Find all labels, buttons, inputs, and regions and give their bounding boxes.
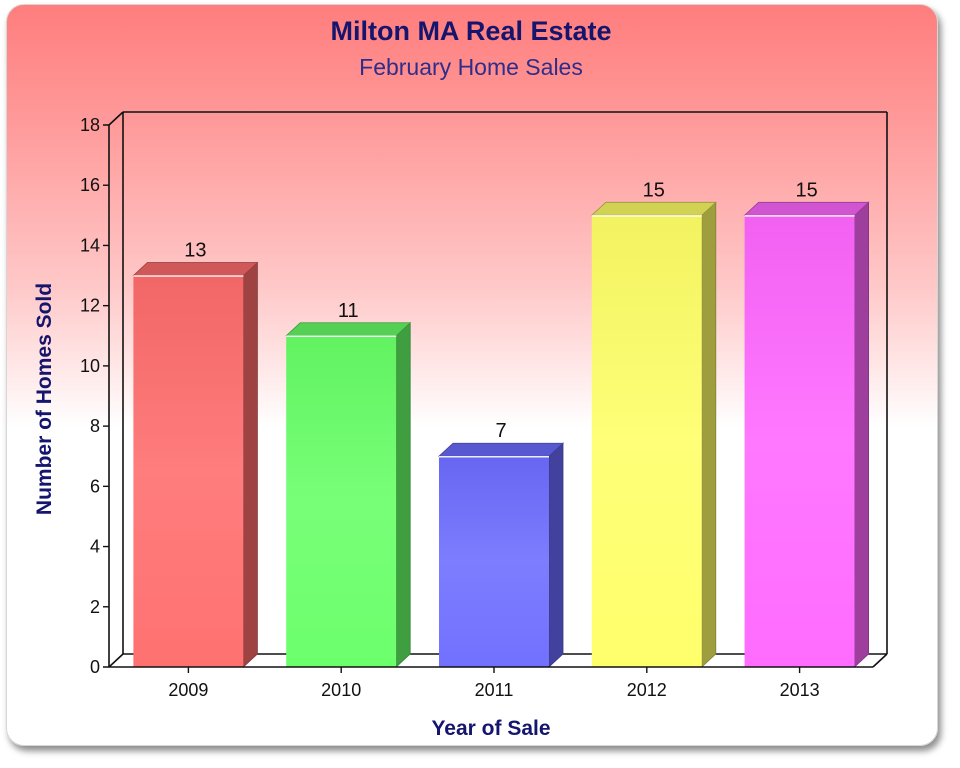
y-tick-label: 0 [90, 657, 100, 677]
bar-2012: 15 [590, 179, 717, 668]
y-tick-label: 14 [80, 235, 100, 255]
y-tick-label: 8 [90, 416, 100, 436]
x-tick-label: 2009 [168, 680, 208, 700]
x-tick-label: 2010 [321, 680, 361, 700]
bar-chart: Milton MA Real Estate February Home Sale… [33, 16, 888, 740]
bar-2010: 11 [285, 300, 412, 668]
bar-2013: 15 [743, 179, 870, 668]
y-tick-label: 6 [90, 476, 100, 496]
bar-front [286, 335, 397, 667]
data-label: 15 [643, 179, 665, 201]
y-tick-label: 10 [80, 356, 100, 376]
bar-front [591, 215, 702, 668]
bar-top [743, 201, 870, 216]
bar-front [744, 215, 855, 668]
bar-front [133, 275, 244, 667]
bar-side [854, 201, 869, 668]
y-tick-label: 2 [90, 597, 100, 617]
bar-side [701, 201, 717, 668]
bar-2009: 13 [132, 240, 259, 668]
bars: 13 11 7 15 15 [132, 179, 870, 668]
chart-title: Milton MA Real Estate [330, 16, 611, 46]
bar-front [439, 456, 549, 667]
bar-top [285, 322, 412, 337]
x-tick-label: 2011 [475, 680, 514, 700]
x-axis-label: Year of Sale [431, 717, 550, 740]
y-tick-label: 12 [80, 296, 100, 316]
x-tick-label: 2012 [627, 680, 667, 700]
y-axis-label: Number of Homes Sold [33, 283, 56, 515]
bar-top [132, 262, 259, 276]
y-axis: 0 2 4 6 8 10 12 14 16 18 [80, 115, 109, 677]
floor-edge-right [872, 653, 888, 668]
chart-card: Milton MA Real Estate February Home Sale… [6, 4, 938, 746]
x-axis: 2009 2010 2011 2012 2013 [109, 666, 873, 700]
bar-top [437, 442, 565, 457]
data-label: 11 [338, 300, 359, 322]
chart-subtitle: February Home Sales [359, 54, 583, 80]
bar-top [590, 201, 717, 216]
data-label: 13 [184, 240, 206, 262]
y-tick-label: 16 [80, 175, 100, 195]
bar-side [548, 442, 564, 668]
frame-edge [108, 111, 124, 126]
bar-side [242, 261, 258, 668]
data-label: 15 [795, 179, 817, 201]
y-tick-label: 18 [80, 115, 100, 135]
y-tick-label: 4 [90, 537, 100, 557]
data-label: 7 [495, 420, 506, 442]
x-tick-label: 2013 [780, 680, 820, 700]
floor-edge-left [108, 653, 124, 668]
bar-side [395, 321, 411, 668]
bar-2011: 7 [437, 420, 565, 668]
